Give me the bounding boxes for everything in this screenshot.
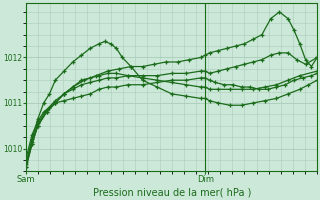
X-axis label: Pression niveau de la mer( hPa ): Pression niveau de la mer( hPa ) xyxy=(92,187,251,197)
